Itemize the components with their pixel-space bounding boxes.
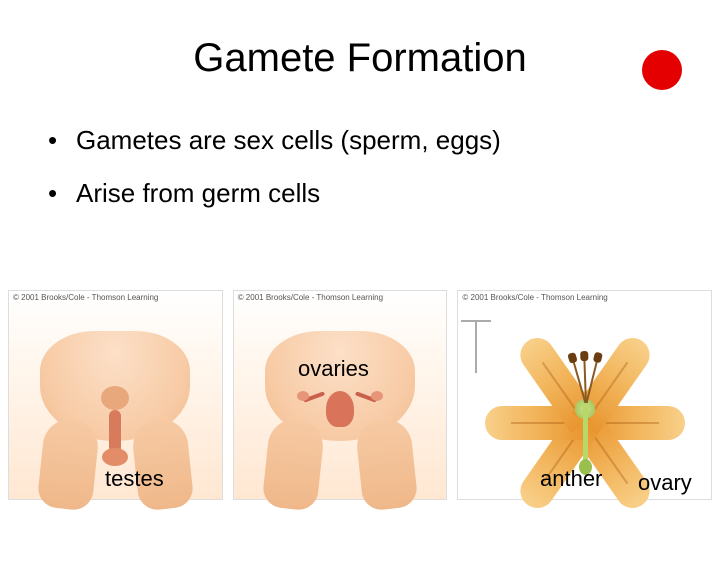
bullet-list: Gametes are sex cells (sperm, eggs) Aris… <box>48 125 720 209</box>
label-anther: anther <box>540 466 602 492</box>
image-credit: © 2001 Brooks/Cole - Thomson Learning <box>238 293 383 302</box>
female-organ-icon <box>305 391 375 451</box>
label-ovaries: ovaries <box>298 356 369 382</box>
label-ovary: ovary <box>638 470 692 496</box>
bullet-item: Gametes are sex cells (sperm, eggs) <box>48 125 720 156</box>
image-credit: © 2001 Brooks/Cole - Thomson Learning <box>462 293 607 302</box>
label-testes: testes <box>105 466 164 492</box>
record-dot-icon <box>642 50 682 90</box>
male-organ-icon <box>96 386 134 466</box>
thigh-shape <box>130 416 194 511</box>
pointer-line <box>475 321 477 373</box>
bullet-item: Arise from germ cells <box>48 178 720 209</box>
thigh-shape <box>36 416 100 511</box>
panel-female-anatomy: © 2001 Brooks/Cole - Thomson Learning <box>233 290 448 500</box>
slide-title: Gamete Formation <box>0 36 720 81</box>
image-credit: © 2001 Brooks/Cole - Thomson Learning <box>13 293 158 302</box>
